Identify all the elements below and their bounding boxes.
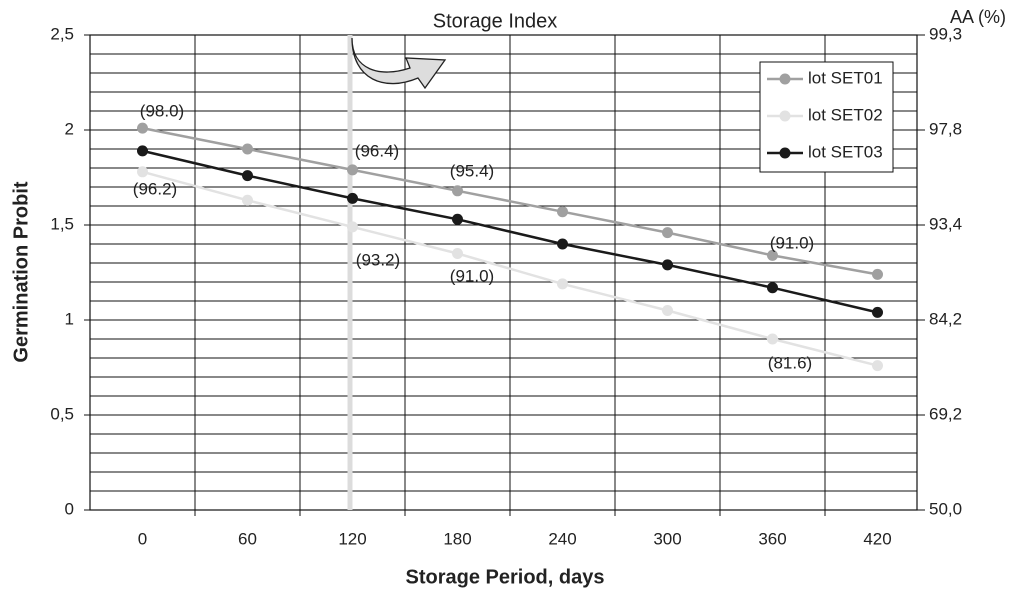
annotation: (81.6) xyxy=(768,353,812,372)
y2-tick-label: 84,2 xyxy=(929,309,962,328)
point xyxy=(767,282,778,294)
point xyxy=(662,305,673,316)
storage-index-arrow xyxy=(351,37,447,90)
point xyxy=(452,248,463,259)
series-line xyxy=(142,170,878,367)
point xyxy=(137,145,148,157)
y2-tick-label: 97,8 xyxy=(929,119,962,138)
y2-tick-label: 99,3 xyxy=(929,24,962,43)
legend-marker xyxy=(779,73,791,85)
annotation: (98.0) xyxy=(140,101,184,120)
y-tick-label: 2 xyxy=(65,119,74,138)
legend-marker xyxy=(779,110,791,122)
legend-label: lot SET03 xyxy=(808,142,883,161)
y2-tick-label: 50,0 xyxy=(929,499,962,518)
storage-index-label: Storage Index xyxy=(433,10,558,32)
point xyxy=(872,306,883,318)
x-tick-label: 60 xyxy=(238,529,257,548)
point xyxy=(557,206,568,218)
annotation: (95.4) xyxy=(450,161,494,180)
annotation: (91.0) xyxy=(770,233,814,252)
point xyxy=(347,164,358,176)
y2-axis-label: AA (%) xyxy=(950,7,1006,27)
x-tick-label: 120 xyxy=(338,529,366,548)
point xyxy=(767,333,778,345)
point xyxy=(242,143,253,155)
y2-tick-label: 69,2 xyxy=(929,404,962,423)
y-tick-label: 1,5 xyxy=(50,214,74,233)
y-axis-label: Germination Probit xyxy=(10,181,32,362)
legend-marker xyxy=(779,147,791,159)
point xyxy=(242,194,253,206)
x-tick-label: 420 xyxy=(863,529,891,548)
y-tick-label: 0,5 xyxy=(50,404,74,423)
x-tick-label: 180 xyxy=(443,529,471,548)
point xyxy=(662,227,673,239)
x-axis-label: Storage Period, days xyxy=(406,566,605,588)
point xyxy=(872,360,883,372)
legend-label: lot SET02 xyxy=(808,105,883,124)
point xyxy=(767,249,778,261)
point xyxy=(347,192,358,204)
point xyxy=(557,238,568,250)
point xyxy=(242,170,253,182)
point xyxy=(872,268,883,280)
y-tick-label: 0 xyxy=(65,499,74,518)
point xyxy=(452,185,463,197)
point xyxy=(452,213,463,225)
y-tick-label: 1 xyxy=(65,309,74,328)
annotation: (96.4) xyxy=(355,141,399,160)
series-line xyxy=(142,126,878,276)
x-tick-label: 0 xyxy=(138,529,147,548)
annotation: (91.0) xyxy=(450,266,494,285)
point xyxy=(137,122,148,134)
y2-tick-label: 93,4 xyxy=(929,214,962,233)
plot-frame xyxy=(89,34,918,511)
legend-label: lot SET01 xyxy=(808,68,883,87)
y-tick-label: 2,5 xyxy=(50,24,74,43)
point xyxy=(137,166,148,178)
series-line xyxy=(142,149,878,314)
annotation: (96.2) xyxy=(133,179,177,198)
point xyxy=(662,259,673,271)
x-tick-label: 300 xyxy=(653,529,681,548)
annotation: (93.2) xyxy=(356,250,400,269)
point xyxy=(557,278,568,290)
x-tick-label: 240 xyxy=(548,529,576,548)
x-tick-label: 360 xyxy=(758,529,786,548)
point xyxy=(347,221,358,233)
